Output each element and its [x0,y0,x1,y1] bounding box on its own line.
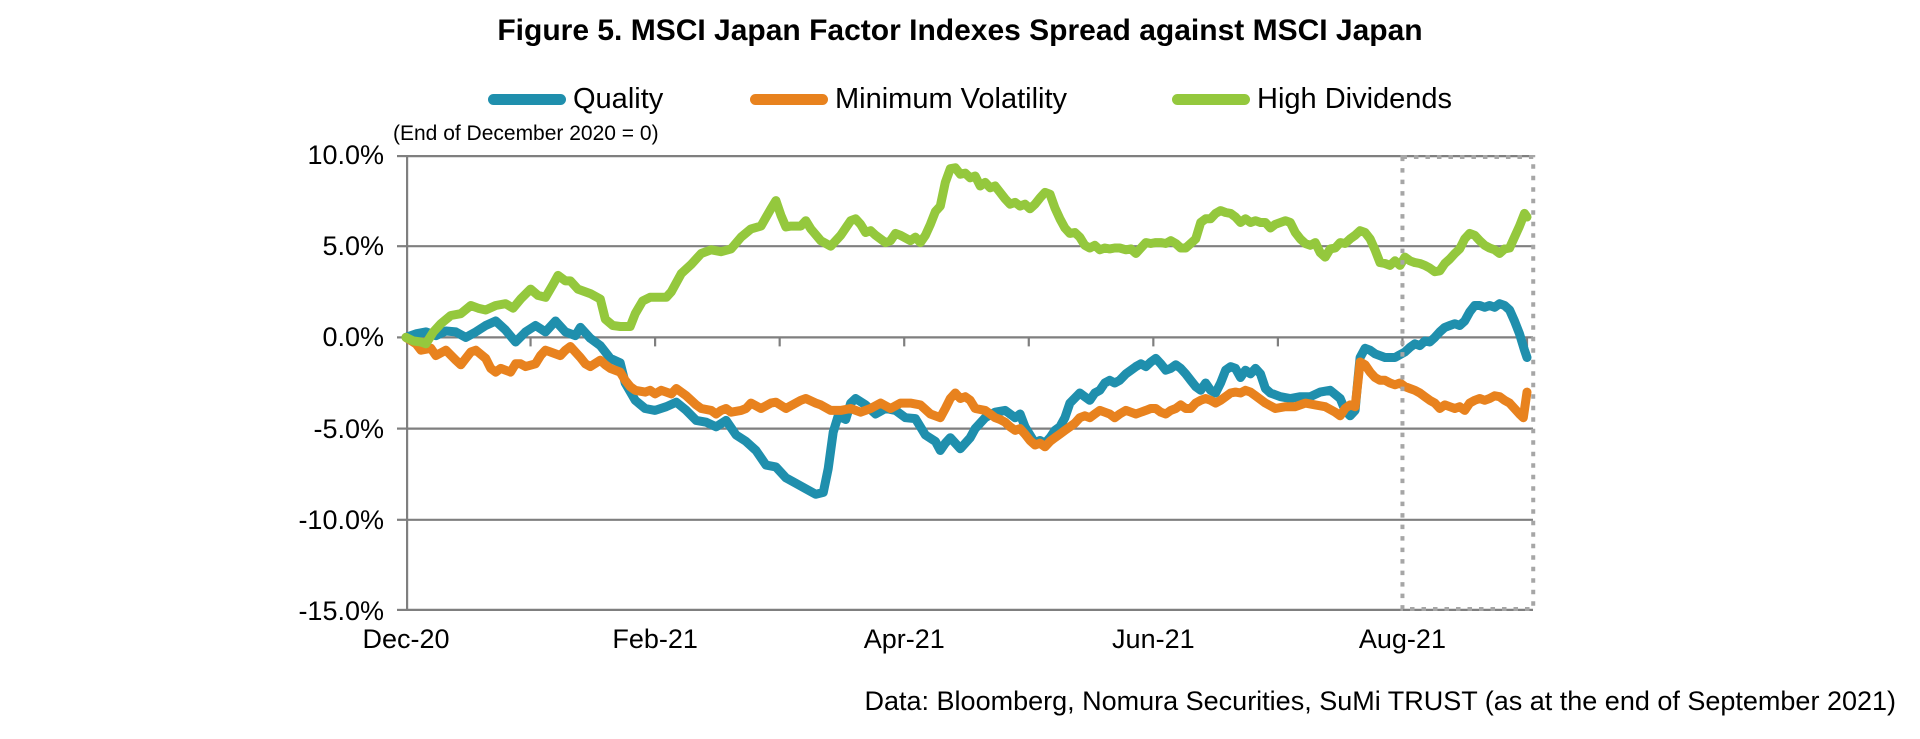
y-axis-label: 0.0% [322,322,384,353]
x-axis-label: Apr-21 [863,624,945,654]
chart-title: Figure 5. MSCI Japan Factor Indexes Spre… [497,14,1423,47]
legend-label: High Dividends [1257,83,1453,115]
source-note: Data: Bloomberg, Nomura Securities, SuMi… [864,686,1896,716]
x-axis-label: Aug-21 [1358,624,1446,654]
quality-line-swatch-icon [488,93,566,105]
y-axis-label: 5.0% [322,231,384,262]
x-axis-label: Feb-21 [612,624,698,654]
legend-label: Quality [573,83,664,115]
series-line-quality [401,299,1532,499]
x-axis-label: Dec-20 [362,624,450,654]
legend-label: Minimum Volatility [835,83,1068,115]
y-axis-label: -15.0% [298,596,384,626]
legend-item-minimum-volatility: Minimum Volatility [750,82,1067,116]
y-axis-label: -10.0% [298,504,384,535]
y-axis-label: -5.0% [313,413,384,444]
x-axis-label: Jun-21 [1112,624,1195,654]
plot-area [397,155,1536,611]
baseline-note: (End of December 2020 = 0) [393,122,659,145]
series-line-minimum-volatility [401,332,1532,452]
legend-item-high-dividends: High Dividends [1172,82,1452,116]
minimum-volatility-line-swatch-icon [750,93,828,105]
y-axis-label: 10.0% [307,140,384,170]
legend-item-quality: Quality [488,82,663,116]
high-dividends-line-swatch-icon [1172,93,1250,105]
recent-period-highlight-box [1400,155,1536,611]
series-line-high-dividends [401,163,1532,349]
